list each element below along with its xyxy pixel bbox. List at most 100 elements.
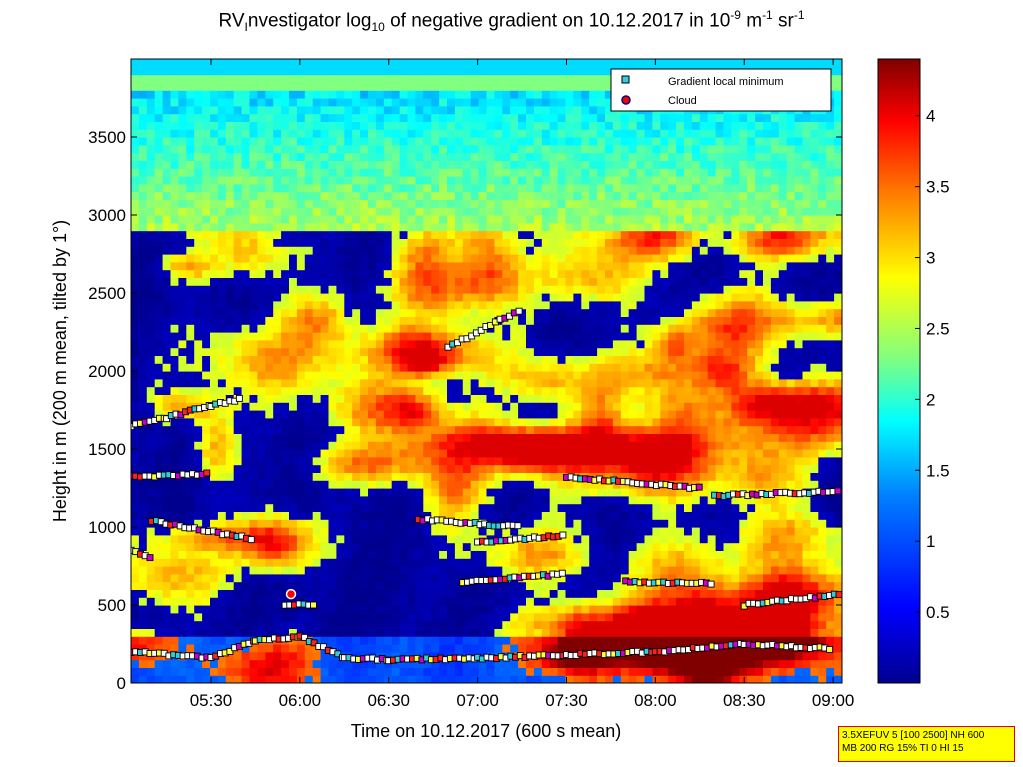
heatmap-cell (328, 363, 337, 372)
heatmap-cell (454, 98, 464, 107)
heatmap-cell (360, 105, 369, 115)
heatmap-cell (202, 98, 211, 107)
heatmap-cell (146, 74, 156, 83)
heatmap-cell (178, 168, 187, 177)
heatmap-cell (407, 464, 416, 473)
heatmap-cell (194, 324, 203, 333)
heatmap-cell (581, 675, 590, 683)
heatmap-cell (217, 519, 227, 528)
heatmap-cell (154, 230, 164, 239)
heatmap-cell (304, 355, 314, 364)
heatmap-cell (336, 566, 345, 575)
heatmap-cell (170, 332, 179, 341)
heatmap-cell (518, 176, 527, 185)
heatmap-cell (375, 519, 385, 528)
heatmap-cell (312, 573, 322, 583)
heatmap-cell (352, 488, 361, 497)
heatmap-cell (589, 371, 598, 380)
heatmap-cell (447, 527, 456, 536)
heatmap-cell (194, 410, 203, 419)
heatmap-cell (423, 207, 432, 216)
heatmap-cell (202, 230, 211, 239)
heatmap-cell (439, 464, 448, 473)
heatmap-cell (447, 152, 456, 161)
heatmap-cell (549, 386, 559, 395)
heatmap-cell (541, 144, 551, 154)
heatmap-cell (415, 332, 424, 341)
heatmap-cell (281, 59, 290, 68)
heatmap-cell (510, 82, 519, 91)
heatmap-cell (502, 581, 511, 590)
heatmap-cell (486, 152, 495, 161)
heatmap-cell (241, 628, 251, 637)
heatmap-cell (328, 308, 337, 317)
heatmap-cell (273, 534, 282, 544)
heatmap-cell (162, 636, 172, 645)
heatmap-cell (186, 425, 195, 434)
heatmap-cell (281, 207, 290, 216)
heatmap-cell (281, 386, 290, 395)
heatmap-cell (478, 105, 488, 115)
heatmap-cell (431, 566, 440, 575)
heatmap-cell (131, 66, 140, 76)
heatmap-cell (541, 511, 551, 520)
heatmap-cell (620, 628, 630, 637)
heatmap-cell (597, 82, 606, 91)
heatmap-cell (447, 386, 456, 395)
heatmap-cell (296, 644, 306, 653)
heatmap-cell (217, 129, 227, 138)
heatmap-cell (312, 386, 322, 395)
heatmap-cell (320, 441, 330, 450)
heatmap-cell (257, 183, 266, 193)
heatmap-cell (447, 542, 456, 551)
heatmap-cell (210, 332, 219, 341)
heatmap-cell (138, 589, 148, 598)
heatmap-cell (597, 644, 606, 653)
heatmap-cell (502, 113, 511, 122)
heatmap-cell (257, 246, 266, 255)
heatmap-cell (194, 573, 203, 583)
heatmap-cell (557, 168, 567, 177)
heatmap-cell (194, 433, 203, 442)
heatmap-cell (131, 620, 140, 629)
heatmap-cell (494, 581, 503, 590)
heatmap-cell (210, 488, 219, 497)
heatmap-cell (360, 90, 369, 99)
heatmap-cell (162, 222, 172, 232)
heatmap-cell (597, 394, 606, 403)
heatmap-cell (138, 378, 148, 388)
heatmap-cell (589, 90, 598, 99)
heatmap-cell (431, 363, 440, 372)
heatmap-cell (289, 441, 298, 450)
heatmap-cell (249, 651, 258, 661)
heatmap-cell (225, 113, 235, 122)
heatmap-cell (217, 230, 227, 239)
heatmap-cell (541, 612, 551, 622)
heatmap-cell (541, 261, 551, 271)
heatmap-cell (233, 183, 243, 193)
heatmap-cell (415, 144, 424, 154)
heatmap-cell (154, 59, 164, 68)
heatmap-cell (383, 534, 393, 544)
heatmap-cell (605, 675, 614, 683)
heatmap-cell (605, 300, 614, 310)
heatmap-cell (549, 324, 559, 333)
heatmap-cell (249, 371, 258, 380)
heatmap-cell (375, 176, 385, 185)
heatmap-cell (202, 534, 211, 544)
heatmap-cell (573, 215, 582, 224)
heatmap-cell (462, 480, 472, 489)
heatmap-cell (597, 199, 606, 208)
heatmap-cell (368, 113, 377, 122)
heatmap-cell (502, 527, 511, 536)
heatmap-cell (486, 246, 495, 255)
heatmap-cell (533, 503, 543, 512)
heatmap-cell (296, 191, 306, 200)
heatmap-cell (289, 386, 298, 395)
heatmap-cell (383, 667, 393, 676)
heatmap-cell (557, 66, 567, 76)
heatmap-cell (146, 511, 156, 520)
heatmap-cell (423, 605, 432, 614)
heatmap-cell (368, 238, 377, 247)
heatmap-cell (225, 612, 235, 622)
